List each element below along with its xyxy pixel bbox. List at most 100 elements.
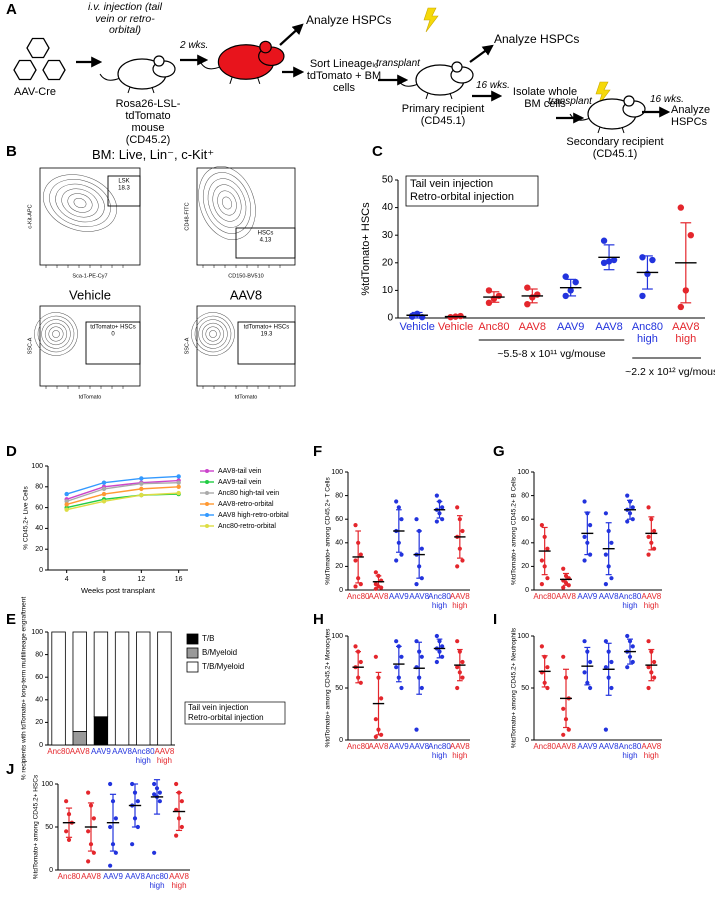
- data-point: [419, 654, 424, 659]
- mouse-tail: [569, 113, 591, 121]
- y-tick-label: 0: [39, 742, 43, 749]
- data-point: [495, 292, 503, 300]
- data-point: [353, 523, 358, 528]
- data-point: [414, 727, 419, 732]
- flow-contour: [203, 172, 251, 234]
- data-point: [646, 534, 651, 540]
- y-tick-label: 40: [521, 540, 529, 547]
- data-point: [652, 528, 657, 534]
- data-point: [86, 859, 91, 864]
- y-tick-label: 100: [31, 629, 43, 636]
- y-tick-label: 20: [35, 546, 43, 553]
- x-tick-label: AAV9: [577, 742, 598, 751]
- data-point: [414, 582, 419, 587]
- data-point: [419, 546, 424, 551]
- data-point: [609, 685, 614, 691]
- data-point: [414, 517, 419, 522]
- schematic-text: Isolate whole BM cells: [512, 86, 578, 111]
- legend-swatch: [186, 647, 199, 659]
- data-point: [108, 781, 113, 787]
- data-point: [157, 799, 162, 804]
- flow-header: BM: Live, Lin⁻, c-Kit⁺: [92, 147, 215, 162]
- x-tick-label: Anc80: [346, 592, 370, 601]
- schematic-text: Rosa26-LSL-tdTomato mouse (CD45.2): [115, 98, 181, 147]
- x-tick-label: Anc80: [478, 321, 510, 333]
- data-point: [610, 256, 618, 264]
- data-point: [582, 558, 587, 563]
- data-point: [152, 792, 157, 797]
- flow-y-label: SSC-A: [184, 337, 190, 354]
- data-point: [396, 505, 401, 510]
- x-tick-label: AAV9: [577, 592, 598, 601]
- y-tick-label: 0: [339, 587, 343, 594]
- data-point: [603, 511, 608, 516]
- flow-plot-title: Vehicle: [69, 287, 111, 302]
- data-point: [545, 665, 550, 670]
- y-tick-label: 0: [387, 313, 393, 324]
- schematic-text: i.v. injection (tail vein or retro-orbit…: [88, 1, 162, 37]
- data-point: [534, 291, 541, 298]
- data-point: [434, 633, 439, 639]
- legend-marker: [205, 469, 209, 473]
- data-point: [130, 842, 135, 847]
- series-marker: [139, 492, 144, 498]
- panel-label: F: [313, 443, 323, 460]
- series-marker: [64, 499, 69, 504]
- data-point: [561, 706, 566, 711]
- flow-gate-value: 4.13: [260, 238, 272, 244]
- y-tick-label: 40: [382, 202, 394, 213]
- virus-icon: [26, 37, 50, 59]
- data-point: [603, 639, 608, 644]
- flow-x-label: tdTomato: [79, 394, 102, 400]
- x-tick-label: AAV9: [388, 742, 409, 751]
- data-point: [440, 644, 445, 649]
- data-point: [86, 790, 91, 795]
- y-tick-label: 80: [521, 492, 529, 499]
- data-point: [460, 558, 465, 563]
- data-point: [561, 654, 566, 659]
- x-tick-label: Anc80 high: [631, 321, 664, 346]
- mouse-leg: [621, 126, 625, 134]
- flow-plot-title: AAV8: [230, 287, 262, 302]
- flow-contour: [48, 326, 64, 342]
- data-point: [455, 685, 460, 691]
- x-tick-label: Anc80: [533, 742, 556, 751]
- schematic-text: Primary recipient (CD45.1): [401, 103, 485, 128]
- data-point: [545, 576, 550, 581]
- y-axis-label: % recipients with tdTomato+ long-term mu…: [21, 597, 28, 781]
- y-tick-label: 0: [525, 737, 529, 744]
- data-point: [434, 493, 439, 498]
- data-point: [625, 665, 630, 670]
- flow-y-label: CD48-FITC: [184, 202, 190, 230]
- data-point: [108, 863, 113, 868]
- data-point: [539, 558, 544, 563]
- y-tick-label: 40: [335, 540, 343, 547]
- legend-label: T/B: [202, 634, 214, 643]
- series-marker: [64, 491, 69, 497]
- legend-marker: [205, 480, 209, 484]
- flow-contour: [37, 315, 75, 353]
- panel-label: D: [6, 443, 17, 460]
- flow-contour: [67, 193, 93, 213]
- x-tick-label: Anc80 high: [131, 747, 155, 765]
- data-point: [152, 850, 157, 855]
- data-point: [588, 523, 593, 528]
- y-tick-label: 60: [35, 674, 43, 681]
- data-point: [399, 654, 404, 659]
- data-point: [639, 292, 646, 300]
- flow-contour: [34, 312, 78, 356]
- mouse-leg: [597, 126, 601, 134]
- y-tick-label: 20: [35, 719, 43, 726]
- x-tick-label: Anc80 high: [428, 592, 451, 610]
- panel-label: E: [6, 611, 17, 628]
- y-tick-label: 40: [35, 525, 43, 532]
- panel-label: G: [493, 443, 505, 460]
- flow-gate: [235, 227, 296, 259]
- series-line: [66, 492, 179, 511]
- data-point: [460, 675, 465, 680]
- schematic-text: transplant: [376, 58, 420, 69]
- series-marker: [101, 499, 107, 504]
- series-line: [66, 479, 179, 500]
- x-tick-label: AAV9: [90, 747, 111, 756]
- x-tick-label: AAV8: [598, 592, 619, 601]
